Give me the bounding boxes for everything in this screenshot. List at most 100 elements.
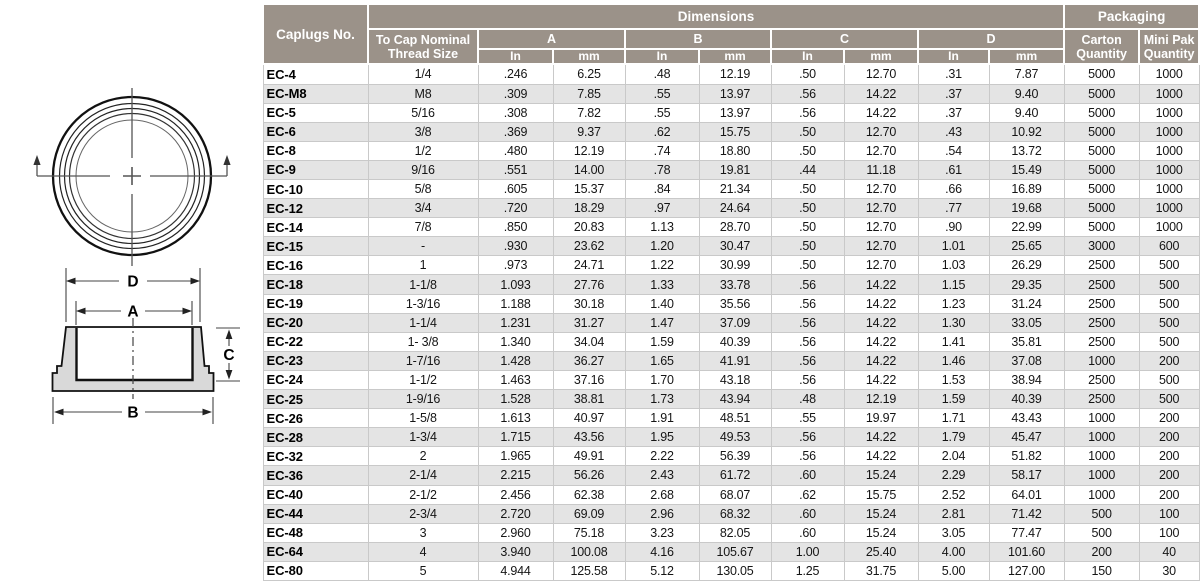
value-cell: .62 (624, 121, 700, 142)
dimension-d: D (65, 268, 201, 322)
value-cell: 500 (1138, 369, 1200, 391)
value-cell: 5/8 (367, 178, 479, 200)
value-cell: 14.22 (843, 312, 919, 333)
value-cell: 3/4 (367, 198, 479, 219)
value-cell: 49.91 (552, 446, 626, 467)
value-cell: 37.09 (698, 312, 772, 333)
value-cell: 3/8 (367, 121, 479, 142)
cap-technical-drawing: D A C B (0, 0, 262, 583)
value-cell: 500 (1138, 389, 1200, 410)
value-cell: .551 (477, 159, 554, 181)
value-cell: 12.70 (843, 63, 919, 85)
table-row: EC-28 1-3/4 1.715 43.56 1.95 49.53.56 14.22 1.7… (262, 427, 1200, 448)
dimension-a: A (75, 301, 193, 325)
value-cell: 1000 (1063, 446, 1140, 467)
value-cell: 1 (367, 255, 479, 276)
caplugs-no-cell: EC-28 (262, 427, 369, 448)
value-cell: 14.22 (843, 293, 919, 314)
value-cell: .50 (770, 236, 845, 257)
table-row: EC-40 2-1/2 2.456 62.38 2.68 68.07.62 15.75 2.5… (262, 484, 1200, 505)
table-row: EC-22 1- 3/8 1.340 34.04 1.59 40.39.56 14.22 1.… (262, 331, 1200, 352)
value-cell: .90 (917, 217, 990, 238)
value-cell: 5.12 (624, 560, 700, 581)
value-cell: 105.67 (698, 541, 772, 562)
value-cell: 1.15 (917, 274, 990, 295)
value-cell: 2.43 (624, 465, 700, 486)
value-cell: 2500 (1063, 369, 1140, 391)
value-cell: 25.65 (988, 236, 1065, 257)
value-cell: .43 (917, 121, 990, 142)
table-row: EC-10 5/8.605 15.37.84 21.34.50 12.70.66 16.8… (262, 178, 1200, 200)
caplugs-no-cell: EC-26 (262, 408, 369, 429)
header-group-row: Caplugs No. Dimensions Packaging (262, 2, 1200, 66)
value-cell: 1-7/16 (367, 350, 479, 371)
value-cell: .369 (477, 121, 554, 142)
value-cell: 33.05 (988, 312, 1065, 333)
value-cell: .50 (770, 198, 845, 219)
value-cell: 1.33 (624, 274, 700, 295)
value-cell: 1.95 (624, 427, 700, 448)
value-cell: 37.08 (988, 350, 1065, 371)
value-cell: 4.00 (917, 541, 990, 562)
value-cell: .55 (624, 83, 700, 104)
value-cell: .50 (770, 255, 845, 276)
value-cell: 125.58 (552, 560, 626, 581)
table-row: EC-23 1-7/16 1.428 36.27 1.65 41.91.56 14.22 1.… (262, 350, 1200, 371)
table-row: EC-14 7/8.850 20.83 1.13 28.70.50 12.70.90 22.… (262, 217, 1200, 238)
value-cell: .308 (477, 102, 554, 123)
col-header-b-mm: mm (698, 47, 772, 66)
value-cell: 14.22 (843, 102, 919, 123)
caplugs-no-cell: EC-24 (262, 369, 369, 391)
dimension-b: B (52, 397, 214, 424)
value-cell: .31 (917, 63, 990, 85)
value-cell: 71.42 (988, 503, 1065, 524)
value-cell: 1.22 (624, 255, 700, 276)
header-dimensions: Dimensions (366, 3, 1066, 30)
value-cell: 2.68 (624, 484, 700, 505)
caplugs-no-cell: EC-23 (262, 350, 369, 371)
value-cell: .973 (477, 255, 554, 276)
value-cell: 6.25 (552, 63, 626, 85)
value-cell: 100.08 (552, 541, 626, 562)
value-cell: 12.19 (843, 389, 919, 410)
value-cell: 1.188 (477, 293, 554, 314)
value-cell: 82.05 (698, 522, 772, 543)
table-row: EC-15- .930 23.62 1.20 30.47.50 12.70 1.01 25.6… (262, 236, 1200, 257)
value-cell: 27.76 (552, 274, 626, 295)
value-cell: 500 (1138, 274, 1200, 295)
value-cell: .50 (770, 217, 845, 238)
value-cell: 56.26 (552, 465, 626, 486)
value-cell: 1000 (1138, 217, 1200, 238)
table-row: EC-26 1-5/8 1.613 40.97 1.91 48.51.55 19.97 1.7… (262, 408, 1200, 429)
value-cell: 38.94 (988, 369, 1065, 391)
value-cell: 62.38 (552, 484, 626, 505)
value-cell: 2500 (1063, 312, 1140, 333)
value-cell: 1-1/2 (367, 369, 479, 391)
value-cell: 23.62 (552, 236, 626, 257)
value-cell: 49.53 (698, 427, 772, 448)
value-cell: 600 (1138, 236, 1200, 257)
value-cell: 1.41 (917, 331, 990, 352)
value-cell: 2 (367, 446, 479, 467)
value-cell: 31.24 (988, 293, 1065, 314)
value-cell: 14.22 (843, 446, 919, 467)
value-cell: 1.20 (624, 236, 700, 257)
caplugs-no-cell: EC-6 (262, 121, 369, 142)
value-cell: 200 (1138, 484, 1200, 505)
value-cell: 1-5/8 (367, 408, 479, 429)
value-cell: 75.18 (552, 522, 626, 543)
value-cell: 68.32 (698, 503, 772, 524)
value-cell: 14.22 (843, 369, 919, 391)
value-cell: 1.965 (477, 446, 554, 467)
table-row: EC-20 1-1/4 1.231 31.27 1.47 37.09.56 14.22 1.3… (262, 312, 1200, 333)
value-cell: 16.89 (988, 178, 1065, 200)
value-cell: 2-1/4 (367, 465, 479, 486)
value-cell: 35.81 (988, 331, 1065, 352)
value-cell: 5000 (1063, 121, 1140, 142)
value-cell: .77 (917, 198, 990, 219)
value-cell: .50 (770, 63, 845, 85)
value-cell: 1000 (1138, 121, 1200, 142)
value-cell: 37.16 (552, 369, 626, 391)
value-cell: 1.03 (917, 255, 990, 276)
dim-label-c: C (223, 347, 234, 364)
